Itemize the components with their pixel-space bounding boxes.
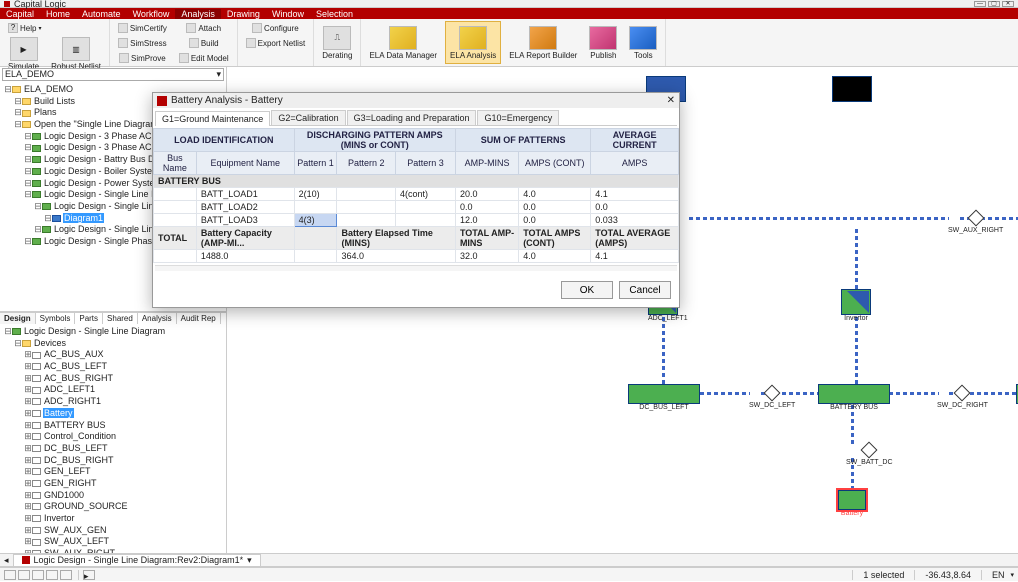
device-item[interactable]: ⊞Battery	[24, 408, 224, 420]
device-item[interactable]: ⊞Invertor	[24, 513, 224, 525]
minimize-button[interactable]: —	[974, 1, 986, 7]
dialog-titlebar[interactable]: Battery Analysis - Battery ✕	[153, 93, 679, 108]
ela-analysis-button[interactable]: ELA Analysis	[445, 21, 501, 64]
switch-sw_aux_right[interactable]: SW_AUX_RIGHT	[948, 212, 1003, 234]
menu-home[interactable]: Home	[40, 9, 76, 19]
menu-drawing[interactable]: Drawing	[221, 9, 266, 19]
project-combo[interactable]: ELA_DEMO▾	[2, 68, 224, 81]
node-battery[interactable]: Battery	[838, 490, 866, 517]
device-item[interactable]: ⊞GEN_LEFT	[24, 466, 224, 478]
design-tree[interactable]: ⊟Logic Design - Single Line Diagram⊟Devi…	[0, 324, 226, 553]
status-icon-3[interactable]	[32, 570, 44, 580]
device-item[interactable]: ⊞SW_AUX_GEN	[24, 525, 224, 537]
app-icon	[4, 1, 10, 7]
node-batt_bus[interactable]: BATTERY BUS	[818, 384, 890, 411]
cancel-button[interactable]: Cancel	[619, 281, 671, 299]
device-item[interactable]: ⊞GEN_RIGHT	[24, 478, 224, 490]
document-tabs: ◂ Logic Design - Single Line Diagram:Rev…	[0, 553, 1018, 567]
maximize-button[interactable]: ▢	[988, 1, 1000, 7]
status-icon-2[interactable]	[18, 570, 30, 580]
device-item[interactable]: ⊞SW_AUX_RIGHT	[24, 548, 224, 553]
status-icon-5[interactable]	[60, 570, 72, 580]
analysis-grid[interactable]: LOAD IDENTIFICATION DISCHARGING PATTERN …	[153, 128, 679, 263]
dialog-icon	[157, 96, 167, 106]
app-title: Capital Logic	[14, 0, 66, 9]
node-dc_left[interactable]: DC_BUS_LEFT	[628, 384, 700, 411]
dialog-tabs: G1=Ground MaintenanceG2=CalibrationG3=Lo…	[155, 110, 677, 126]
node-top_right[interactable]	[832, 76, 872, 102]
menu-analysis[interactable]: Analysis	[175, 9, 221, 19]
device-item[interactable]: ⊞GND1000	[24, 490, 224, 502]
tab-analysis[interactable]: Analysis	[138, 313, 177, 324]
status-icon-4[interactable]	[46, 570, 58, 580]
device-item[interactable]: ⊞Control_Condition	[24, 431, 224, 443]
titlebar: Capital Logic — ▢ ✕	[0, 0, 1018, 8]
doctab-prev[interactable]: ◂	[0, 555, 13, 566]
ribbon: ?Help▾ ▶Simulate ▥Robust Netlist SimCert…	[0, 19, 1018, 67]
table-row[interactable]: BATT_LOAD12(10)4(cont)20.04.04.1	[154, 188, 679, 201]
publish-button[interactable]: Publish	[585, 21, 621, 64]
simprove-button[interactable]: SimProve	[114, 51, 171, 65]
device-item[interactable]: ⊞DC_BUS_RIGHT	[24, 455, 224, 467]
status-coordinates: -36.43,8.64	[925, 570, 971, 580]
status-selection: 1 selected	[863, 570, 904, 580]
switch-sw_dc_left[interactable]: SW_DC_LEFT	[749, 387, 795, 409]
dialog-title: Battery Analysis - Battery	[171, 95, 283, 106]
table-row[interactable]: BATT_LOAD20.00.00.0	[154, 201, 679, 214]
ela-data-manager-button[interactable]: ELA Data Manager	[365, 21, 441, 64]
dialog-tab[interactable]: G10=Emergency	[477, 110, 559, 125]
battery-analysis-dialog: Battery Analysis - Battery ✕ G1=Ground M…	[152, 92, 680, 308]
device-item[interactable]: ⊞ADC_RIGHT1	[24, 396, 224, 408]
menu-automate[interactable]: Automate	[76, 9, 127, 19]
simcertify-button[interactable]: SimCertify	[114, 21, 171, 35]
dialog-close-icon[interactable]: ✕	[667, 95, 675, 106]
configure-button[interactable]: Configure	[242, 21, 310, 35]
menu-selection[interactable]: Selection	[310, 9, 359, 19]
device-item[interactable]: ⊞AC_BUS_LEFT	[24, 361, 224, 373]
tab-symbols[interactable]: Symbols	[36, 313, 76, 324]
status-play-icon[interactable]: ▸	[83, 570, 95, 580]
tab-shared[interactable]: Shared	[103, 313, 138, 324]
statusbar: ▸ 1 selected -36.43,8.64 EN ▾	[0, 567, 1018, 581]
ok-button[interactable]: OK	[561, 281, 613, 299]
tab-parts[interactable]: Parts	[75, 313, 103, 324]
simstress-button[interactable]: SimStress	[114, 36, 171, 50]
export-netlist-button[interactable]: Export Netlist	[242, 36, 310, 50]
dialog-tab[interactable]: G1=Ground Maintenance	[155, 111, 270, 126]
device-item[interactable]: ⊞ADC_LEFT1	[24, 384, 224, 396]
switch-sw_dc_right[interactable]: SW_DC_RIGHT	[937, 387, 988, 409]
ela-report-builder-button[interactable]: ELA Report Builder	[505, 21, 581, 64]
menu-window[interactable]: Window	[266, 9, 310, 19]
menu-capital[interactable]: Capital	[0, 9, 40, 19]
document-tab[interactable]: Logic Design - Single Line Diagram:Rev2:…	[13, 554, 261, 567]
switch-sw_batt_dc[interactable]: SW_BATT_DC	[846, 444, 893, 466]
doc-icon	[22, 556, 30, 564]
derating-button[interactable]: ⎍Derating	[318, 21, 356, 64]
device-item[interactable]: ⊞AC_BUS_RIGHT	[24, 373, 224, 385]
status-language: EN	[992, 570, 1005, 580]
help-button[interactable]: ?Help▾	[4, 21, 45, 35]
tools-button[interactable]: Tools	[625, 21, 661, 64]
build-button[interactable]: Build	[175, 36, 233, 50]
menu-workflow[interactable]: Workflow	[127, 9, 176, 19]
device-item[interactable]: ⊞BATTERY BUS	[24, 420, 224, 432]
device-item[interactable]: ⊞AC_BUS_AUX	[24, 349, 224, 361]
panel-tabs: DesignSymbolsPartsSharedAnalysisAudit Re…	[0, 312, 226, 324]
close-button[interactable]: ✕	[1002, 1, 1014, 7]
editmodel-button[interactable]: Edit Model	[175, 51, 233, 65]
menubar: CapitalHomeAutomateWorkflowAnalysisDrawi…	[0, 8, 1018, 19]
table-row[interactable]: BATT_LOAD34(3)12.00.00.033	[154, 214, 679, 227]
device-item[interactable]: ⊞SW_AUX_LEFT	[24, 536, 224, 548]
attach-button[interactable]: Attach	[175, 21, 233, 35]
node-invertor[interactable]: Invertor	[841, 289, 871, 322]
status-icon-1[interactable]	[4, 570, 16, 580]
device-item[interactable]: ⊞GROUND_SOURCE	[24, 501, 224, 513]
device-item[interactable]: ⊞DC_BUS_LEFT	[24, 443, 224, 455]
tab-audit rep[interactable]: Audit Rep	[177, 313, 221, 324]
tab-design[interactable]: Design	[0, 313, 36, 324]
dialog-tab[interactable]: G2=Calibration	[271, 110, 345, 125]
dialog-tab[interactable]: G3=Loading and Preparation	[347, 110, 477, 125]
